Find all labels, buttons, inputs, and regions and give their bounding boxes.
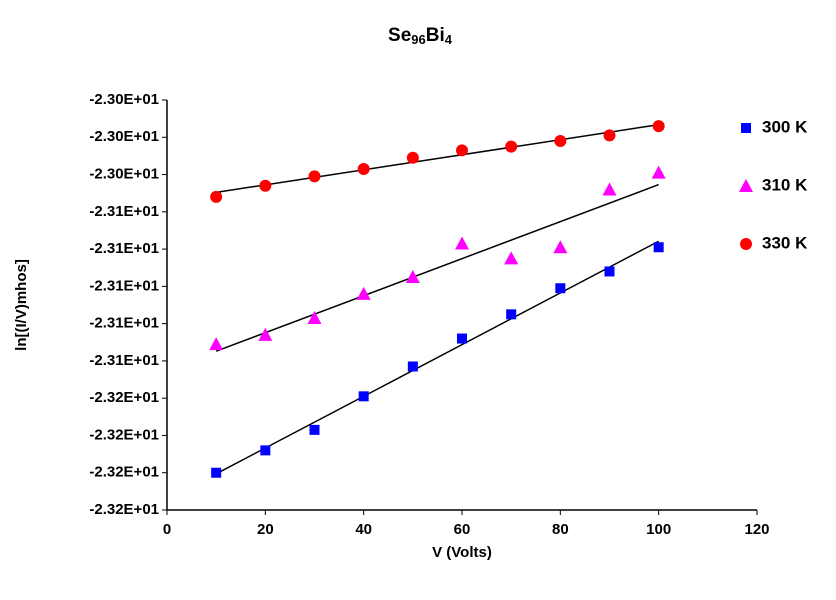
y-tick-label: -2.32E+01 [89, 464, 159, 481]
y-tick-label: -2.31E+01 [89, 315, 159, 332]
y-tick-label: -2.31E+01 [89, 352, 159, 369]
point [259, 179, 272, 192]
point [455, 236, 469, 250]
point [602, 182, 617, 196]
y-tick-label: -2.30E+01 [89, 128, 159, 145]
point [506, 309, 517, 320]
y-tick-label: -2.31E+01 [89, 240, 159, 257]
x-tick-label: 120 [744, 521, 769, 538]
title-sub: 4 [445, 32, 453, 47]
y-tick-label: -2.30E+01 [89, 91, 159, 108]
x-tick-label: 100 [646, 521, 671, 538]
legend-label: 330 K [762, 233, 808, 252]
y-tick-label: -2.31E+01 [89, 277, 159, 294]
point [309, 424, 320, 435]
x-tick-label: 80 [552, 521, 569, 538]
y-tick-label: -2.32E+01 [89, 426, 159, 443]
x-tick-label: 20 [257, 521, 274, 538]
trend-line [215, 183, 659, 352]
y-axis-title: ln[(I/V)mhos] [13, 259, 30, 351]
point [504, 251, 519, 265]
point [357, 162, 370, 175]
point [358, 391, 369, 402]
point [307, 311, 322, 325]
point [505, 140, 518, 153]
y-tick-label: -2.30E+01 [89, 166, 159, 183]
point [555, 283, 566, 294]
trend-line [216, 123, 659, 194]
point [604, 266, 615, 277]
point [554, 135, 567, 147]
point [456, 144, 468, 157]
point [457, 333, 467, 344]
legend-label: 310 K [762, 175, 808, 194]
point [258, 327, 273, 341]
legend-marker [739, 179, 753, 192]
point [209, 337, 224, 351]
point [210, 190, 223, 203]
point [260, 445, 271, 456]
trend-line [215, 240, 660, 475]
point [651, 165, 666, 179]
point [406, 151, 419, 164]
point [653, 242, 664, 253]
legend-marker [740, 238, 752, 250]
point [652, 120, 665, 133]
y-tick-label: -2.32E+01 [89, 501, 159, 518]
chart-title: Se96Bi4 [388, 25, 453, 47]
point [356, 286, 371, 300]
title-part: Se [388, 25, 411, 46]
legend-marker [741, 123, 751, 133]
legend-label: 300 K [762, 117, 808, 136]
title-sub: 96 [411, 32, 425, 47]
point [407, 361, 418, 372]
point [603, 129, 616, 142]
x-tick-label: 40 [355, 521, 372, 538]
y-tick-label: -2.31E+01 [89, 203, 159, 220]
y-tick-label: -2.32E+01 [89, 389, 159, 406]
x-axis-title: V (Volts) [432, 544, 492, 561]
x-tick-label: 0 [163, 521, 171, 538]
point [553, 240, 568, 254]
point [405, 270, 420, 284]
point [211, 467, 222, 478]
point [308, 170, 321, 183]
title-part: Bi [426, 25, 445, 46]
x-tick-label: 60 [454, 521, 471, 538]
